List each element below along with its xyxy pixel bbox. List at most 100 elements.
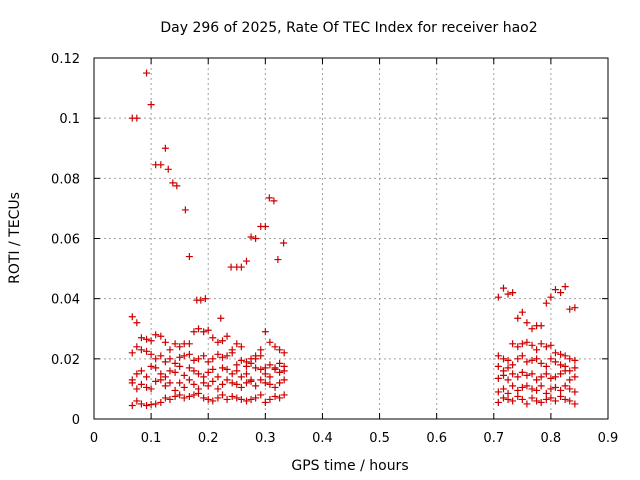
data-point [509, 361, 517, 369]
data-point [266, 373, 274, 381]
data-point [137, 400, 145, 408]
data-point [180, 383, 188, 391]
x-tick-label: 0.9 [598, 431, 619, 446]
data-point [504, 364, 512, 372]
chart-title: Day 296 of 2025, Rate Of TEC Index for r… [160, 20, 537, 36]
data-point [252, 364, 260, 372]
data-point [514, 314, 522, 322]
data-point [499, 385, 507, 393]
data-point [152, 377, 160, 385]
data-point [143, 373, 151, 381]
data-point [161, 338, 169, 346]
data-point [504, 389, 512, 397]
data-point [547, 355, 555, 363]
y-tick-label: 0.04 [51, 293, 80, 308]
data-point [257, 376, 265, 384]
data-point [276, 379, 284, 387]
data-point [219, 380, 226, 388]
data-point [157, 370, 165, 378]
data-point [528, 370, 536, 378]
data-point [176, 391, 184, 399]
data-point [257, 365, 265, 373]
data-point [533, 346, 541, 354]
data-point [494, 388, 502, 396]
data-point [228, 379, 236, 387]
y-tick-label: 0.02 [51, 353, 80, 368]
data-point [200, 328, 208, 336]
data-point [137, 367, 145, 375]
data-point [504, 356, 512, 364]
data-point [528, 394, 536, 402]
data-point [551, 286, 559, 294]
data-points [128, 69, 579, 409]
data-point [143, 335, 151, 343]
data-point [133, 397, 141, 405]
data-point [247, 377, 255, 385]
data-point [166, 355, 174, 363]
data-point [509, 340, 517, 348]
data-point [280, 239, 288, 247]
data-point [504, 290, 512, 298]
data-point [276, 346, 284, 354]
data-point [499, 355, 507, 363]
data-point [542, 395, 550, 403]
data-point [547, 394, 555, 402]
data-point [223, 376, 231, 384]
data-point [190, 356, 198, 364]
data-point [561, 352, 569, 360]
data-point [185, 340, 193, 348]
data-point [494, 352, 502, 360]
data-point [147, 401, 155, 409]
data-point [128, 313, 136, 321]
data-point [209, 355, 217, 363]
y-tick-label: 0 [72, 413, 80, 428]
data-point [276, 359, 284, 367]
x-tick-label: 0.3 [255, 431, 276, 446]
data-point [571, 400, 579, 408]
data-point [561, 395, 569, 403]
data-point [557, 370, 565, 378]
data-point [233, 380, 241, 388]
data-point [518, 395, 526, 403]
data-point [547, 385, 555, 393]
data-point [266, 361, 274, 369]
data-point [217, 314, 225, 322]
data-point [147, 350, 155, 358]
data-point [161, 144, 169, 152]
data-point [171, 340, 179, 348]
data-point [252, 235, 260, 242]
data-point [173, 182, 181, 190]
data-point [566, 397, 574, 405]
data-point [200, 352, 208, 360]
data-point [219, 391, 226, 399]
data-point [537, 359, 545, 367]
x-axis: 0 0.1 0.2 0.3 0.4 0.5 0.6 0.7 0.8 0.9 [90, 58, 618, 446]
data-point [528, 356, 536, 364]
data-point [137, 380, 145, 388]
data-point [276, 394, 284, 402]
data-point [257, 346, 265, 354]
data-point [528, 341, 536, 349]
data-point [494, 398, 502, 406]
data-point [566, 305, 574, 313]
data-point [242, 362, 250, 370]
data-point [214, 394, 222, 402]
data-point [494, 293, 502, 301]
data-point [176, 353, 184, 361]
data-point [204, 368, 212, 376]
data-point [523, 358, 531, 366]
y-tick-label: 0.06 [51, 233, 80, 248]
data-point [514, 392, 522, 400]
data-point [152, 400, 160, 408]
data-point [280, 391, 288, 399]
data-point [214, 338, 222, 346]
data-point [271, 364, 279, 372]
data-point [566, 355, 574, 363]
data-point [528, 325, 536, 333]
data-point [247, 359, 255, 367]
x-tick-label: 0.4 [312, 431, 333, 446]
x-tick-label: 0.2 [198, 431, 219, 446]
data-point [143, 401, 151, 409]
data-point [223, 365, 231, 373]
data-point [195, 370, 203, 378]
